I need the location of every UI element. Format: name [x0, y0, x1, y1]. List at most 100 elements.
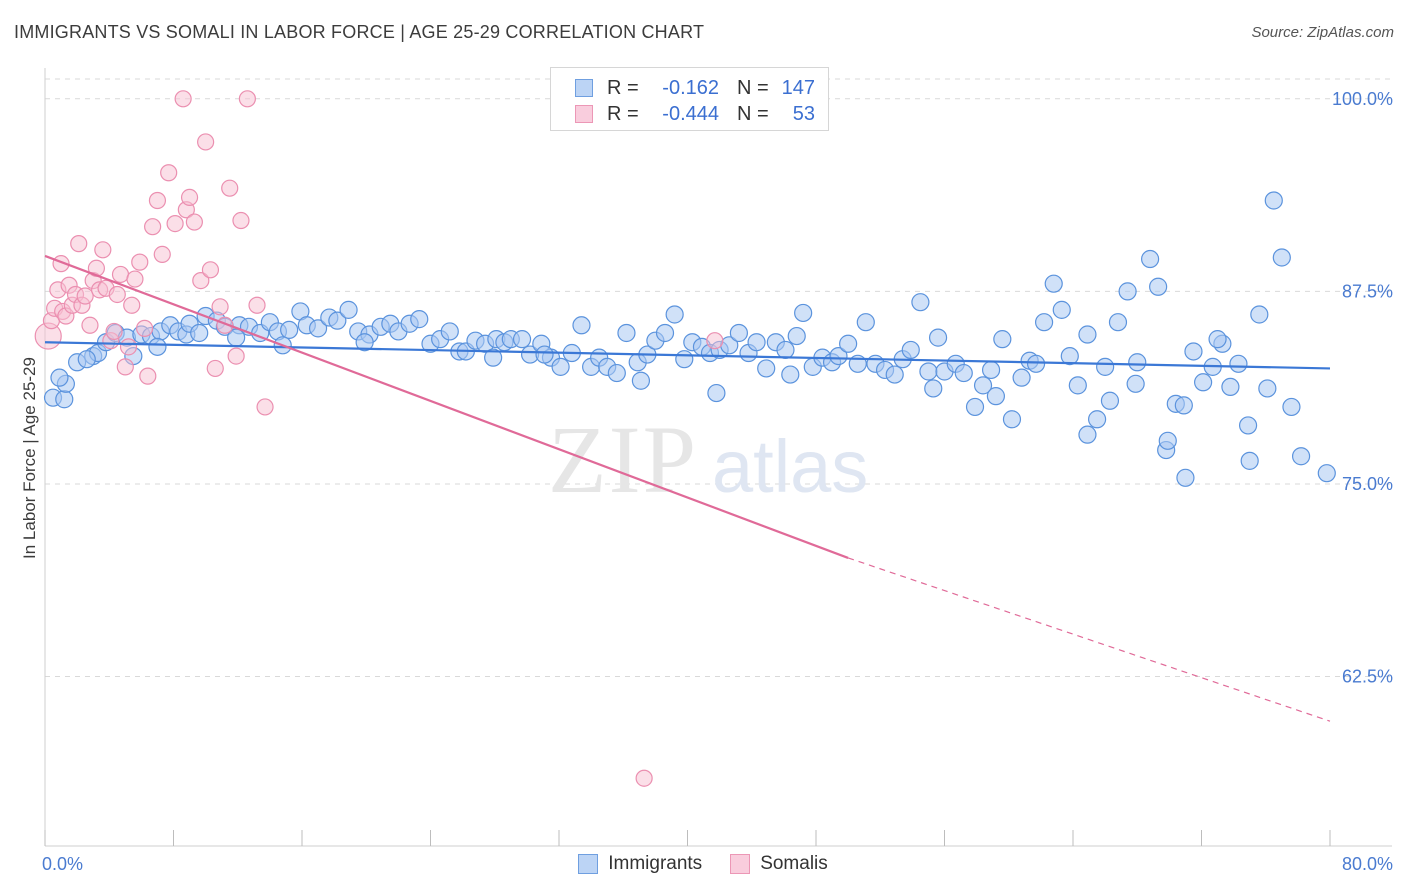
axes — [44, 68, 1392, 847]
immigrants-point — [1044, 274, 1063, 293]
somalis-point — [116, 358, 134, 376]
somalis-point — [166, 215, 184, 233]
immigrants-point — [631, 371, 651, 390]
somalis-points — [34, 90, 724, 787]
legend-item-somalis[interactable]: Somalis — [730, 853, 828, 875]
legend-label-somalis: Somalis — [760, 853, 828, 874]
immigrants-trend-line — [44, 341, 1331, 370]
legend-n-value: 53 — [792, 102, 815, 125]
immigrants-point — [339, 300, 358, 319]
legend-row-somalis: R = -0.444 N = 53 — [575, 102, 815, 126]
immigrants-point — [617, 323, 636, 343]
somalis-point — [211, 298, 229, 316]
immigrants-point — [535, 345, 554, 364]
immigrants-point — [901, 340, 920, 360]
immigrants-point — [757, 359, 776, 378]
legend-swatch-immigrants — [578, 854, 599, 874]
immigrants-point — [1034, 313, 1054, 332]
immigrants-point — [787, 326, 806, 346]
legend-item-immigrants[interactable]: Immigrants — [578, 853, 702, 875]
somalis-point — [135, 319, 154, 337]
somalis-point — [201, 261, 220, 279]
watermark-zip: ZIP — [548, 406, 698, 513]
watermark: ZIP atlas — [548, 406, 868, 513]
somalis-point — [227, 347, 245, 365]
legend-r-label: R = — [607, 102, 639, 125]
immigrants-point — [981, 360, 1001, 380]
y-tick-labels: 100.0% 87.5% 75.0% 62.5% — [1332, 89, 1393, 687]
correlation-legend: R = -0.162 N = 147 R = -0.444 N = 53 — [550, 67, 829, 131]
immigrants-point — [1184, 342, 1203, 361]
immigrants-point — [1240, 451, 1259, 470]
immigrants-point — [440, 322, 459, 341]
immigrants-point — [965, 397, 985, 417]
somalis-point — [635, 769, 653, 787]
immigrants-point — [1149, 277, 1168, 296]
somalis-point — [81, 316, 99, 334]
immigrants-point — [1282, 397, 1301, 417]
immigrants-point — [512, 330, 532, 349]
immigrants-point — [1194, 373, 1213, 392]
immigrants-point — [794, 303, 813, 323]
somalis-point — [119, 338, 138, 356]
immigrants-point — [707, 383, 726, 403]
immigrants-point — [839, 334, 858, 353]
immigrants-point — [1052, 300, 1071, 319]
immigrants-point — [1176, 468, 1195, 487]
immigrants-point — [911, 293, 930, 312]
immigrants-point — [885, 365, 904, 384]
immigrants-point — [665, 305, 684, 324]
immigrants-point — [190, 323, 209, 343]
immigrants-point — [856, 313, 875, 332]
somalis-point — [131, 253, 149, 271]
legend-swatch-somalis — [575, 105, 593, 123]
immigrants-point — [1068, 376, 1087, 395]
legend-n-value: 147 — [781, 76, 815, 99]
y-tick-label: 62.5% — [1342, 667, 1393, 687]
legend-row-immigrants: R = -0.162 N = 147 — [575, 76, 815, 100]
immigrants-point — [1208, 330, 1227, 349]
immigrants-point — [973, 376, 993, 395]
y-axis-label: In Labor Force | Age 25-29 — [20, 357, 39, 559]
immigrants-point — [1087, 410, 1107, 429]
immigrants-point — [655, 323, 675, 343]
x-ticks — [44, 830, 1331, 846]
grid-lines — [45, 78, 1392, 678]
somalis-point — [248, 296, 266, 314]
immigrants-point — [1108, 313, 1128, 332]
x-tick-label-max: 80.0% — [1342, 854, 1393, 874]
immigrants-point — [1317, 464, 1336, 483]
immigrants-point — [1060, 346, 1079, 366]
immigrants-point — [1096, 357, 1115, 376]
immigrants-point — [1078, 325, 1097, 344]
somalis-point — [153, 245, 171, 264]
immigrants-point — [1250, 305, 1269, 324]
immigrants-point — [484, 348, 503, 367]
x-tick-label-min: 0.0% — [42, 854, 83, 874]
somalis-point — [232, 211, 250, 230]
immigrants-point — [50, 368, 69, 387]
immigrants-point — [919, 362, 938, 381]
immigrants-point — [1158, 431, 1177, 450]
legend-swatch-somalis — [730, 854, 751, 874]
immigrants-point — [924, 379, 943, 398]
watermark-atlas: atlas — [712, 425, 868, 508]
immigrants-point — [410, 310, 429, 329]
somalis-point — [192, 272, 210, 290]
immigrants-point — [1118, 282, 1137, 301]
immigrants-point — [675, 350, 694, 369]
somalis-point — [148, 191, 167, 210]
immigrants-point — [829, 346, 848, 366]
somalis-point — [197, 133, 215, 151]
immigrants-point — [993, 330, 1012, 349]
legend-r-label: R = — [607, 76, 639, 99]
immigrants-point — [1238, 416, 1258, 435]
somalis-point — [160, 164, 178, 182]
immigrants-point — [77, 350, 96, 369]
somalis-point — [706, 332, 724, 350]
somalis-point — [174, 90, 192, 108]
somalis-point — [105, 322, 123, 341]
immigrants-point — [1126, 374, 1145, 393]
immigrants-point — [747, 333, 766, 352]
legend-label-immigrants: Immigrants — [608, 853, 703, 874]
